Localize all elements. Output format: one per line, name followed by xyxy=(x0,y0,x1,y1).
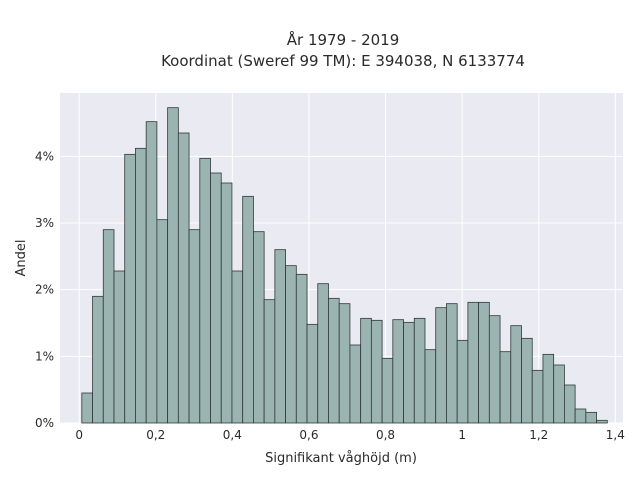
histogram-bar xyxy=(135,147,147,424)
histogram-bar xyxy=(145,121,158,424)
histogram-bar xyxy=(124,153,136,424)
histogram-bars xyxy=(81,107,608,424)
histogram-bar xyxy=(274,249,286,424)
y-tick-label: 4% xyxy=(35,149,54,163)
histogram-bar xyxy=(188,229,201,424)
y-tick-label: 0% xyxy=(35,416,54,430)
histogram-bar xyxy=(510,325,522,424)
x-axis-ticks: 0 0,2 0,4 0,6 0,8 1 1,2 1,4 xyxy=(75,428,625,442)
y-tick-label: 2% xyxy=(35,283,54,297)
histogram-bar xyxy=(424,349,437,424)
x-tick-label: 1 xyxy=(458,428,466,442)
histogram-bar xyxy=(349,344,362,424)
y-axis-label: Andel xyxy=(14,240,29,277)
histogram-bar xyxy=(360,317,372,424)
histogram-bar xyxy=(478,301,490,424)
histogram-bar xyxy=(521,337,533,424)
histogram-bar xyxy=(210,172,222,424)
histogram-bar xyxy=(177,132,190,424)
histogram-bar xyxy=(403,321,415,424)
chart-title-line-1: År 1979 - 2019 xyxy=(287,30,400,49)
histogram-bar xyxy=(253,231,265,424)
histogram-bar xyxy=(531,369,544,424)
histogram-bar xyxy=(92,295,104,424)
x-tick-label: 0,4 xyxy=(223,428,242,442)
histogram-bar xyxy=(446,303,458,424)
histogram-bar xyxy=(81,392,93,424)
histogram-bar xyxy=(488,315,501,424)
histogram-bar xyxy=(574,408,587,424)
x-tick-label: 1,2 xyxy=(529,428,548,442)
histogram-bar xyxy=(156,219,169,424)
y-tick-label: 3% xyxy=(35,216,54,230)
histogram-bar xyxy=(231,270,244,424)
histogram-bar xyxy=(102,229,115,424)
histogram-bar xyxy=(370,319,383,424)
histogram-bar xyxy=(392,319,404,424)
x-tick-label: 0,8 xyxy=(376,428,395,442)
histogram-bar xyxy=(306,323,319,424)
chart-title-line-2: Koordinat (Sweref 99 TM): E 394038, N 61… xyxy=(161,52,525,70)
histogram-bar xyxy=(199,157,211,424)
x-tick-label: 0,2 xyxy=(146,428,165,442)
histogram-bar xyxy=(381,357,394,424)
y-tick-label: 1% xyxy=(35,349,54,363)
x-tick-label: 0 xyxy=(75,428,83,442)
histogram-bar xyxy=(285,265,297,424)
histogram-bar xyxy=(499,351,512,424)
histogram-bar xyxy=(553,364,565,424)
x-axis-label: Signifikant våghöjd (m) xyxy=(265,451,417,466)
x-tick-label: 0,6 xyxy=(299,428,318,442)
y-axis-ticks: 0% 1% 2% 3% 4% xyxy=(35,149,54,430)
histogram-bar xyxy=(596,419,608,424)
histogram-bar xyxy=(295,273,308,424)
histogram-bar xyxy=(456,339,469,424)
histogram-bar xyxy=(317,283,329,424)
histogram-bar xyxy=(542,353,555,424)
histogram-bar xyxy=(167,107,179,424)
histogram-bar xyxy=(467,301,480,424)
histogram-bar xyxy=(338,303,351,424)
histogram-bar xyxy=(328,297,340,424)
histogram-bar xyxy=(413,317,426,424)
histogram-bar xyxy=(242,195,254,424)
histogram-bar xyxy=(564,384,576,424)
histogram-bar xyxy=(263,299,276,424)
histogram-bar xyxy=(435,307,447,424)
histogram-bar xyxy=(113,270,126,424)
histogram-bar xyxy=(220,182,233,424)
histogram-bar xyxy=(585,411,597,424)
x-tick-label: 1,4 xyxy=(606,428,625,442)
